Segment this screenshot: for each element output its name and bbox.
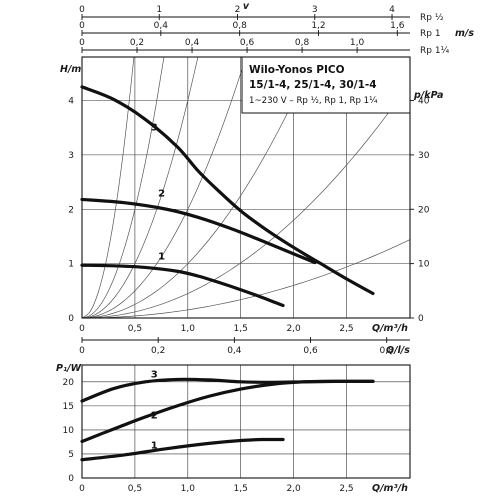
velocity-scale-tick-label: 0,8 bbox=[295, 38, 310, 48]
top-y2-axis-title: p/kPa bbox=[413, 90, 443, 101]
power-curve-label-1: 1 bbox=[151, 441, 158, 452]
flow-ls-tick-label: 0,6 bbox=[303, 346, 318, 356]
bottom-y-tick-label: 5 bbox=[68, 450, 74, 460]
velocity-scale-tick-label: 0,8 bbox=[232, 21, 247, 31]
flow-ls-tick-label: 0,2 bbox=[151, 346, 165, 356]
top-x-tick-label: 2,5 bbox=[339, 324, 353, 334]
velocity-scale-tick-label: 3 bbox=[312, 5, 318, 15]
top-y-tick-label: 2 bbox=[68, 205, 74, 215]
velocity-scale-tick-label: 0,2 bbox=[130, 38, 144, 48]
top-y2-tick-label: 40 bbox=[418, 97, 430, 107]
velocity-scales: 0 1 2 3 4Rp ½v0 0,4 0,8 1,2 1,6Rp 1 m/s0 0,2 0,4 0,6… bbox=[79, 1, 474, 56]
velocity-scale-tick-label: 0,6 bbox=[240, 38, 255, 48]
top-x-tick-label: 1,0 bbox=[181, 324, 196, 334]
top-frame bbox=[81, 56, 411, 319]
power-curve-3 bbox=[80, 377, 375, 403]
bottom-x-tick-label: 2,0 bbox=[286, 484, 301, 494]
power-curve-label-2: 2 bbox=[151, 410, 158, 421]
head-curve-label-3: 3 bbox=[151, 122, 158, 133]
velocity-scale-tick-label: 4 bbox=[389, 5, 395, 15]
velocity-scale-tick-label: 0,4 bbox=[185, 38, 200, 48]
velocity-scale-tick-label: 1,0 bbox=[350, 38, 365, 48]
top-y2-tick-label: 10 bbox=[418, 260, 430, 270]
top-y-tick-label: 4 bbox=[68, 97, 74, 107]
flow-ls-tick-label: 0 bbox=[79, 346, 85, 356]
head-curve-2 bbox=[80, 197, 317, 265]
velocity-scale-unit: m/s bbox=[455, 28, 474, 39]
top-y-tick-label: 3 bbox=[68, 151, 74, 161]
velocity-scale-tick-label: 0,4 bbox=[154, 21, 169, 31]
power-curve-label-3: 3 bbox=[151, 370, 158, 381]
top-x-tick-label: 2,0 bbox=[286, 324, 301, 334]
system-curve-2 bbox=[82, 57, 199, 318]
bottom-y-tick-label: 15 bbox=[63, 402, 74, 412]
bottom-y-tick-label: 20 bbox=[63, 378, 75, 388]
velocity-scale-pipe-label: Rp ½ bbox=[420, 13, 444, 23]
head-curve-3 bbox=[80, 85, 375, 296]
title-line-1: Wilo-Yonos PICO bbox=[249, 64, 345, 76]
top-x-tick-label: 1,5 bbox=[234, 324, 248, 334]
bottom-x-tick-label: 2,5 bbox=[339, 484, 353, 494]
power-chart: 0 0,2 0,4 0,6 0,8Q/l/s 0 0,5 1,0 1,5 2,0 2,5 0 5 10 15… bbox=[56, 337, 411, 494]
head-curve-label-1: 1 bbox=[158, 251, 165, 262]
top-x-axis-title: Q/m³/h bbox=[372, 323, 408, 334]
bottom-x-axis-title: Q/m³/h bbox=[372, 483, 408, 494]
top-y2-tick-label: 20 bbox=[418, 205, 430, 215]
bottom-y-tick-label: 0 bbox=[68, 474, 74, 484]
flow-ls-tick-label: 0,8 bbox=[380, 346, 395, 356]
bottom-y-axis-title: P₁/W bbox=[56, 363, 82, 374]
bottom-x-tick-label: 0,5 bbox=[128, 484, 142, 494]
velocity-scale-title: v bbox=[243, 1, 250, 12]
head-curve-1 bbox=[80, 263, 285, 308]
system-curve-6 bbox=[82, 239, 410, 318]
velocity-scale-tick-label: 1 bbox=[156, 5, 162, 15]
bottom-x-tick-label: 1,5 bbox=[234, 484, 248, 494]
bottom-x-tick-label: 0 bbox=[79, 484, 85, 494]
top-y2-tick-label: 30 bbox=[418, 151, 430, 161]
top-y-tick-label: 0 bbox=[68, 314, 74, 324]
velocity-scale-tick-label: 2 bbox=[235, 5, 241, 15]
bottom-y-tick-label: 10 bbox=[63, 426, 75, 436]
top-y-tick-label: 1 bbox=[68, 260, 74, 270]
bottom-frame bbox=[81, 364, 411, 479]
velocity-scale-tick-label: 0 bbox=[79, 5, 85, 15]
system-curve-3 bbox=[82, 57, 247, 318]
power-curve-2 bbox=[80, 379, 375, 444]
velocity-scale-tick-label: 0 bbox=[79, 21, 85, 31]
velocity-scale-tick-label: 1,2 bbox=[311, 21, 325, 31]
power-curve-1 bbox=[80, 437, 285, 462]
title-subtitle: 1~230 V – Rp ½, Rp 1, Rp 1¼ bbox=[249, 96, 378, 106]
title-line-2: 15/1-4, 25/1-4, 30/1-4 bbox=[249, 79, 377, 91]
velocity-scale-tick-label: 0 bbox=[79, 38, 85, 48]
velocity-scale-pipe-label: Rp 1¼ bbox=[420, 46, 450, 56]
head-curve-label-2: 2 bbox=[158, 189, 165, 200]
flow-ls-axis-title: Q/l/s bbox=[386, 345, 410, 356]
system-curve-1 bbox=[82, 57, 165, 318]
top-x-tick-label: 0 bbox=[79, 324, 85, 334]
velocity-scale-tick-label: 1,6 bbox=[390, 21, 405, 31]
system-curve-5 bbox=[82, 82, 410, 318]
top-y2-tick-label: 0 bbox=[418, 314, 424, 324]
top-y-axis-title: H/m bbox=[60, 64, 81, 75]
flow-ls-tick-label: 0,4 bbox=[227, 346, 242, 356]
top-x-tick-label: 0,5 bbox=[128, 324, 142, 334]
bottom-x-tick-label: 1,0 bbox=[181, 484, 196, 494]
velocity-scale-pipe-label: Rp 1 bbox=[420, 29, 441, 39]
system-curve-0 bbox=[82, 57, 135, 318]
head-chart: 0 0,5 1,0 1,5 2,0 2,501234010203040123Wilo-Yo… bbox=[60, 56, 443, 334]
